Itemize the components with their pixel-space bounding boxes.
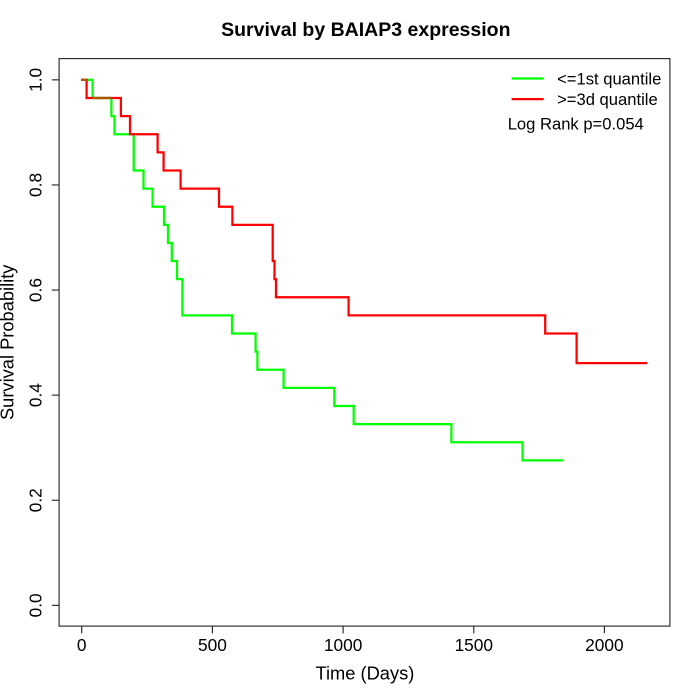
svg-text:0.8: 0.8 — [26, 173, 46, 197]
svg-text:1000: 1000 — [324, 635, 362, 655]
svg-text:0.6: 0.6 — [26, 278, 46, 302]
svg-text:Time (Days): Time (Days) — [315, 663, 414, 684]
svg-text:<=1st quantile: <=1st quantile — [557, 70, 661, 89]
svg-text:500: 500 — [198, 635, 227, 655]
svg-text:Survival by BAIAP3 expression: Survival by BAIAP3 expression — [221, 19, 510, 41]
svg-text:0.0: 0.0 — [26, 593, 46, 617]
svg-text:Log Rank p=0.054: Log Rank p=0.054 — [508, 114, 644, 133]
svg-text:1500: 1500 — [455, 635, 493, 655]
svg-text:0: 0 — [77, 635, 87, 655]
svg-text:>=3d quantile: >=3d quantile — [557, 90, 658, 109]
svg-text:2000: 2000 — [585, 635, 623, 655]
svg-text:0.4: 0.4 — [26, 383, 46, 407]
svg-text:1.0: 1.0 — [26, 68, 46, 92]
svg-text:0.2: 0.2 — [26, 488, 46, 512]
svg-text:Survival Probability: Survival Probability — [0, 264, 17, 420]
